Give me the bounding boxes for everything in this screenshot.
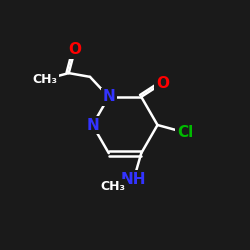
Text: Cl: Cl bbox=[177, 125, 193, 140]
Text: O: O bbox=[156, 76, 169, 90]
Text: CH₃: CH₃ bbox=[100, 180, 125, 194]
Text: NH: NH bbox=[121, 172, 146, 187]
Text: N: N bbox=[86, 118, 99, 132]
Text: O: O bbox=[68, 42, 82, 57]
Text: CH₃: CH₃ bbox=[32, 73, 58, 86]
Text: N: N bbox=[102, 89, 115, 104]
